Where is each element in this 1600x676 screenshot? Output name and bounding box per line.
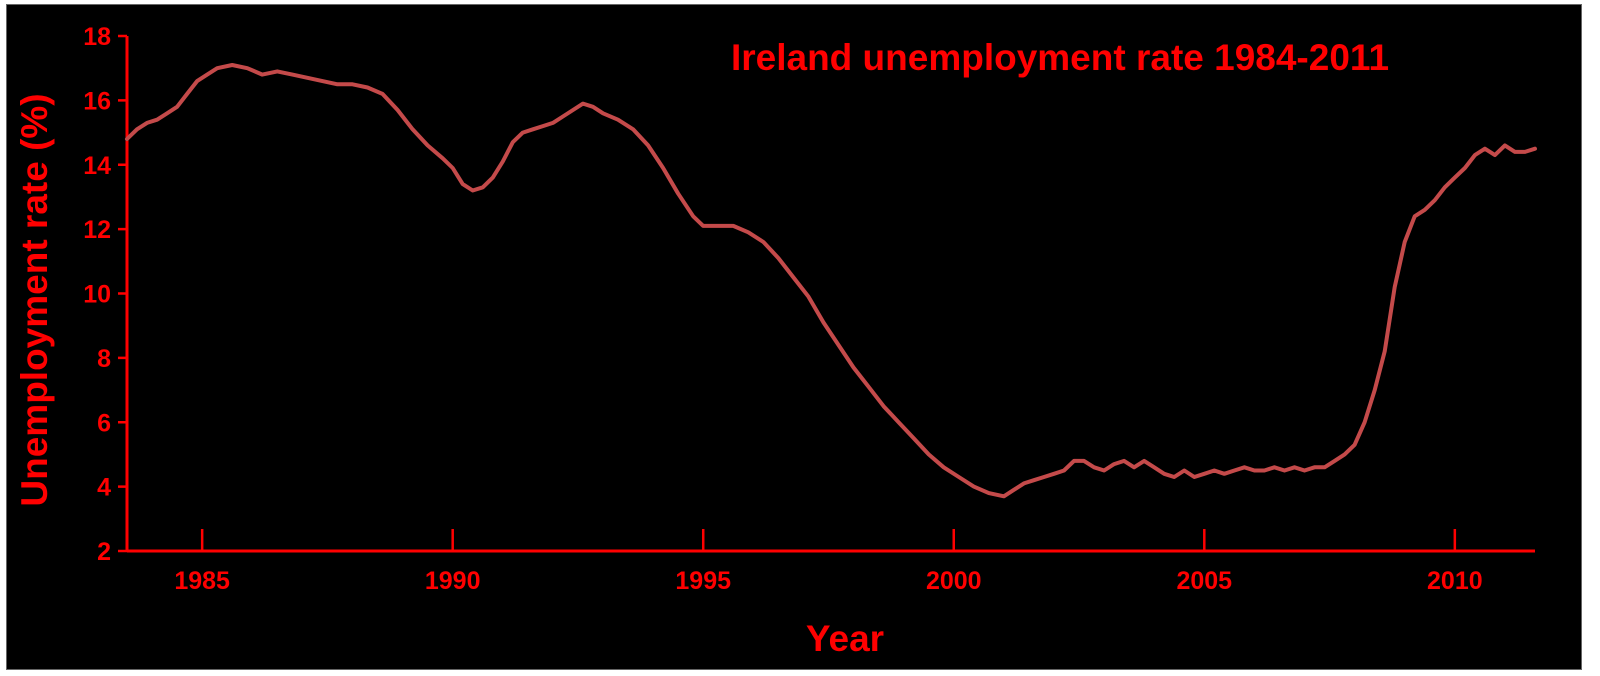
- x-tick-label: 2005: [1176, 567, 1232, 595]
- y-tick-label: 6: [97, 409, 111, 437]
- y-axis-ticks: 2 4 6 8 10 12 14 16 18: [83, 23, 127, 566]
- series-line: [125, 63, 1537, 499]
- x-tick-label: 2000: [926, 567, 982, 595]
- x-tick-label: 2010: [1427, 567, 1483, 595]
- chart-frame: [6, 4, 1582, 670]
- x-axis-title: Year: [806, 618, 884, 659]
- y-tick-label: 2: [97, 538, 111, 566]
- x-axis-ticks: 1985 1990 1995 2000 2005 2010: [174, 529, 1483, 595]
- y-tick-label: 14: [83, 152, 111, 180]
- y-tick-label: 8: [97, 345, 111, 373]
- y-tick-label: 16: [83, 87, 111, 115]
- chart-title: Ireland unemployment rate 1984-2011: [731, 37, 1389, 78]
- y-tick-label: 18: [83, 23, 111, 51]
- x-tick-label: 1985: [174, 567, 230, 595]
- y-tick-label: 12: [83, 216, 111, 244]
- x-tick-label: 1990: [425, 567, 481, 595]
- y-axis-title: Unemployment rate (%): [14, 93, 55, 506]
- y-tick-label: 10: [83, 281, 111, 309]
- x-tick-label: 1995: [675, 567, 731, 595]
- y-tick-label: 4: [97, 474, 111, 502]
